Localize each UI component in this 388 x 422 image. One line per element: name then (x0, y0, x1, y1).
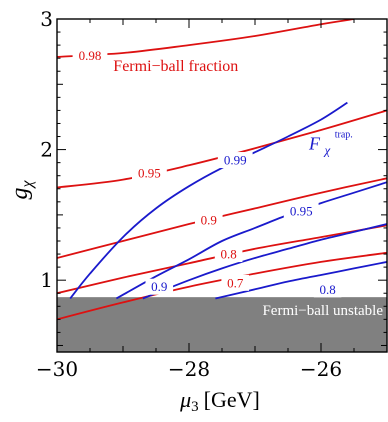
trapped-fraction-superscript: trap. (335, 130, 353, 141)
x-axis-label: μ3 [GeV] (179, 387, 260, 415)
trapped-fraction-subscript: χ (323, 143, 331, 158)
contour-label-bg-trapped-0-8 (313, 281, 342, 298)
trapped-fraction-annotation: F χ trap. (308, 130, 353, 159)
x-tick-label: −28 (168, 357, 210, 381)
y-tick-label: 1 (40, 268, 53, 292)
contour-label-bg-trapped-0-95 (283, 202, 319, 219)
series-line-trapped-0-8 (215, 261, 387, 300)
contour-label-trapped-0-8: 0.8 (319, 282, 335, 297)
contour-label-fraction-0-7: 0.7 (227, 275, 244, 290)
contour-label-bg-trapped-0-99 (217, 152, 253, 169)
contour-label-bg-fraction-0-7 (221, 274, 249, 291)
trapped-fraction-symbol: F (308, 134, 321, 154)
y-tick-label: 2 (40, 138, 53, 162)
contour-label-fraction-0-8: 0.8 (220, 247, 236, 262)
unstable-region (57, 297, 387, 352)
contour-label-fraction-0-9: 0.9 (201, 213, 217, 228)
unstable-region-label: Fermi−ball unstable (262, 303, 383, 319)
contour-label-bg-fraction-0-95 (132, 165, 167, 182)
x-tick-label: −30 (36, 357, 78, 381)
contour-label-bg-trapped-0-9 (145, 278, 174, 295)
y-tick-label: 3 (40, 7, 53, 31)
fermi-ball-fraction-annotation: Fermi−ball fraction (113, 58, 238, 75)
y-axis-label: gχ (7, 180, 36, 200)
contour-label-bg-fraction-0-98 (72, 47, 108, 64)
contour-label-bg-fraction-0-9 (195, 212, 223, 229)
contour-label-fraction-0-95: 0.95 (138, 166, 161, 181)
contour-label-trapped-0-99: 0.99 (224, 153, 247, 168)
contour-label-trapped-0-9: 0.9 (151, 279, 167, 294)
contour-label-bg-fraction-0-8 (214, 246, 243, 263)
x-tick-label: −26 (300, 357, 342, 381)
contour-label-trapped-0-95: 0.95 (290, 203, 313, 218)
contour-label-fraction-0-98: 0.98 (79, 48, 102, 63)
series-line-trapped-0-9 (142, 223, 387, 300)
series-line-trapped-0-99 (69, 101, 348, 300)
series-line-trapped-0-95 (115, 181, 387, 300)
